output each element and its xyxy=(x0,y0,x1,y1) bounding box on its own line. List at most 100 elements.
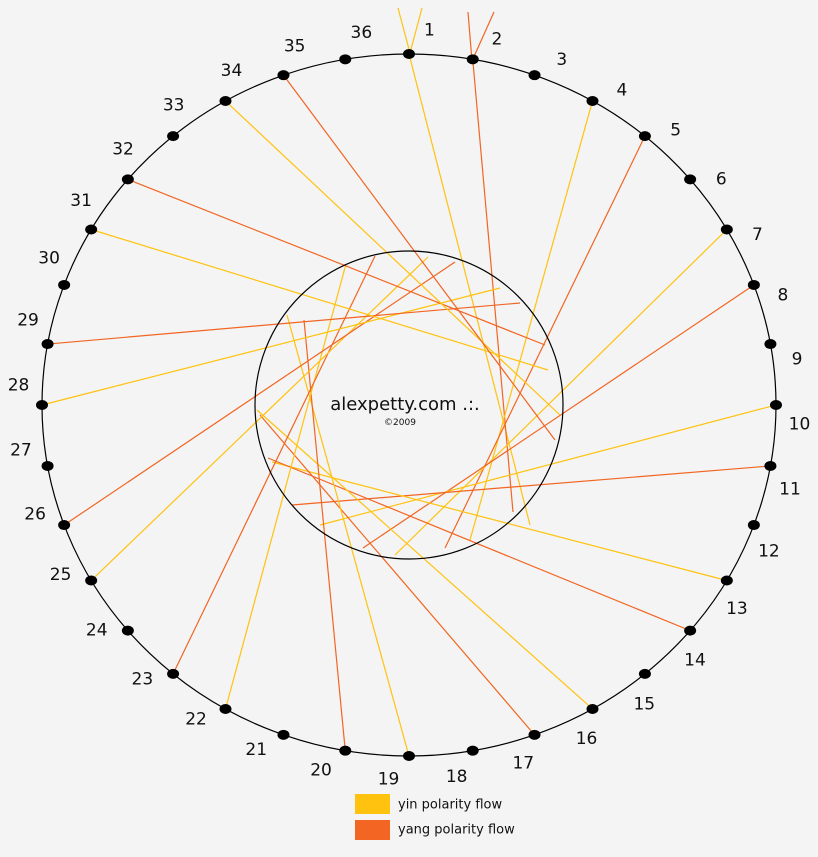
point-label: 33 xyxy=(163,96,185,116)
point-label: 18 xyxy=(446,767,468,787)
flow-line xyxy=(408,53,531,526)
point-dot xyxy=(720,575,733,586)
point-label: 28 xyxy=(8,375,30,395)
legend-label: yang polarity flow xyxy=(398,823,515,838)
point-label: 20 xyxy=(310,760,332,780)
flow-line xyxy=(63,261,456,526)
point-dot xyxy=(36,400,48,410)
point-label: 15 xyxy=(633,694,655,714)
point-label: 29 xyxy=(17,311,39,331)
point-dot xyxy=(747,520,760,531)
point-dot xyxy=(720,224,733,235)
points: 1 234567891011121314151617181920212223242… xyxy=(8,21,811,790)
flow-line xyxy=(225,100,561,416)
point-label: 31 xyxy=(70,191,92,211)
flow-line xyxy=(471,11,495,62)
flow-line xyxy=(90,256,429,581)
point-dot xyxy=(586,703,599,714)
flow-line xyxy=(444,135,646,549)
point-dot xyxy=(684,625,697,636)
point-dot xyxy=(219,703,232,714)
point-dot xyxy=(466,745,479,756)
point-dot xyxy=(764,339,777,350)
point-label: 1 xyxy=(424,21,435,41)
point-dot xyxy=(466,54,479,65)
point-dot xyxy=(58,520,71,531)
flow-line xyxy=(467,11,473,62)
copyright: ©2009 xyxy=(384,418,416,428)
point-dot xyxy=(167,668,180,679)
flow-line xyxy=(41,287,501,406)
flow-line xyxy=(90,228,549,371)
point-label: 22 xyxy=(185,710,207,730)
point-label: 30 xyxy=(38,248,60,268)
point-label: 4 xyxy=(617,80,628,100)
point-label: 35 xyxy=(284,36,306,56)
point-dot xyxy=(764,460,777,471)
point-label: 8 xyxy=(778,285,789,305)
point-label: 17 xyxy=(512,754,534,774)
point-label: 13 xyxy=(726,599,748,619)
flow-line xyxy=(319,404,777,526)
point-dot xyxy=(770,400,782,410)
point-label: 23 xyxy=(132,669,154,689)
point-label: 36 xyxy=(351,23,373,43)
flow-line xyxy=(267,457,691,632)
flow-line xyxy=(127,178,546,346)
point-label: 9 xyxy=(792,349,803,369)
flow-line xyxy=(172,255,376,675)
inner-circle xyxy=(254,250,564,560)
point-dot xyxy=(41,460,54,471)
point-dot xyxy=(684,174,697,185)
point-dot xyxy=(277,70,290,81)
point-dot xyxy=(747,279,760,290)
flow-line xyxy=(259,414,535,736)
point-label: 7 xyxy=(752,225,763,245)
point-dot xyxy=(528,729,541,740)
flow-line xyxy=(224,263,347,710)
flow-line xyxy=(469,100,594,541)
point-dot xyxy=(121,625,134,636)
point-dot xyxy=(403,751,415,761)
legend-label: yin polarity flow xyxy=(398,798,502,813)
flow-line xyxy=(362,284,755,549)
point-label: 27 xyxy=(10,441,32,461)
point-dot xyxy=(219,96,232,107)
center-title: alexpetty.com .:. xyxy=(330,394,480,415)
point-dot xyxy=(339,745,352,756)
point-dot xyxy=(85,224,98,235)
flow-lines xyxy=(41,7,777,757)
point-label: 24 xyxy=(86,621,108,641)
point-label: 16 xyxy=(576,729,598,749)
flow-line xyxy=(409,7,423,54)
point-dot xyxy=(638,131,651,142)
flow-line xyxy=(397,7,411,54)
point-label: 12 xyxy=(758,542,780,562)
flow-line xyxy=(256,409,593,710)
point-label: 14 xyxy=(684,651,706,671)
point-label: 3 xyxy=(556,50,567,70)
flow-line xyxy=(472,59,514,513)
point-label: 25 xyxy=(50,565,72,585)
point-dot xyxy=(403,49,415,59)
point-label: 10 xyxy=(789,415,811,435)
flow-line xyxy=(291,465,771,506)
point-dot xyxy=(58,279,71,290)
point-dot xyxy=(528,70,541,81)
flow-line xyxy=(394,229,728,556)
legend-swatch xyxy=(355,820,390,840)
point-dot xyxy=(121,174,134,185)
point-dot xyxy=(85,575,98,586)
point-label: 19 xyxy=(378,769,400,789)
flow-line xyxy=(282,74,556,441)
point-label: 2 xyxy=(492,30,503,50)
point-dot xyxy=(339,54,352,65)
point-label: 5 xyxy=(670,121,681,141)
point-label: 11 xyxy=(779,479,801,499)
point-label: 6 xyxy=(716,169,727,189)
point-label: 26 xyxy=(24,505,46,525)
point-dot xyxy=(167,131,180,142)
point-dot xyxy=(638,668,651,679)
